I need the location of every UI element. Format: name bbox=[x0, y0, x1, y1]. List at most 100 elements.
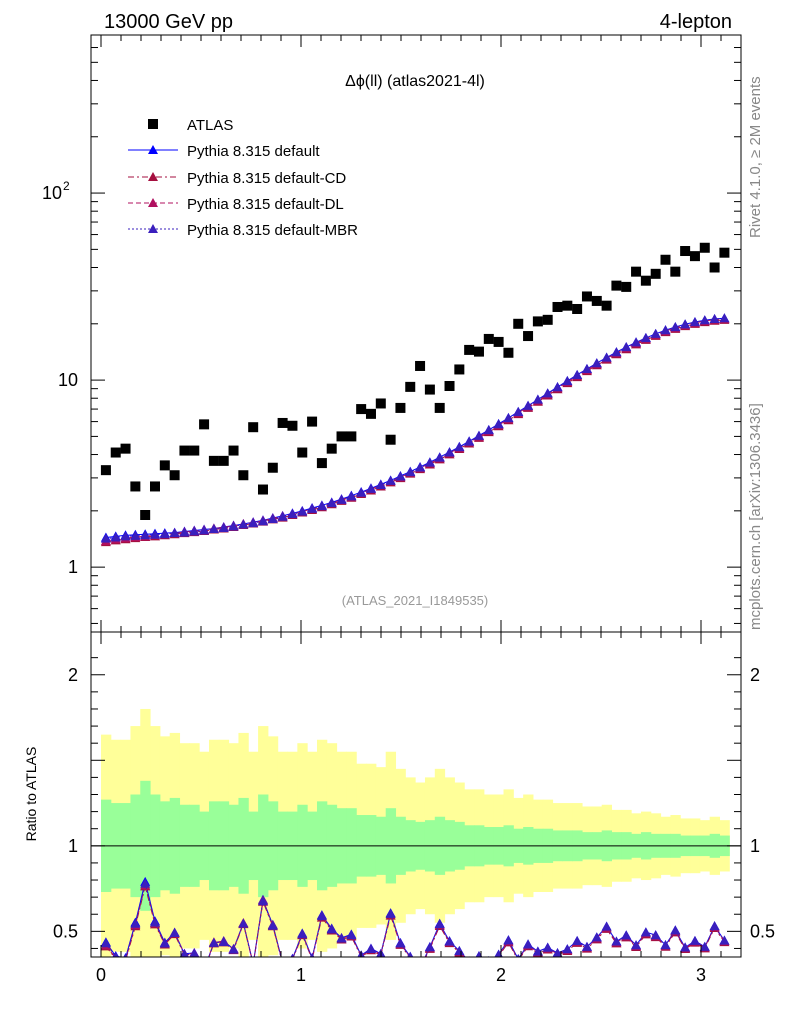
ratio-marker-0 bbox=[468, 956, 470, 957]
atlas-data-point bbox=[532, 316, 543, 327]
mc-marker-3 bbox=[375, 479, 386, 489]
ratio-marker-3 bbox=[395, 938, 406, 948]
ratio-marker-3 bbox=[488, 956, 490, 957]
ratio-marker-1 bbox=[464, 958, 474, 967]
atlas-data-point bbox=[385, 434, 396, 445]
ratio-marker-3 bbox=[159, 938, 170, 948]
atlas-data-point bbox=[179, 445, 190, 456]
atlas-data-point bbox=[719, 247, 730, 258]
ratio-marker-3 bbox=[130, 918, 141, 928]
ratio-marker-0 bbox=[248, 959, 258, 968]
ratio-marker-3 bbox=[581, 941, 592, 951]
mc-line-1 bbox=[105, 319, 725, 543]
ratio-marker-3 bbox=[189, 948, 199, 957]
ratio-marker-3 bbox=[650, 930, 661, 940]
mc-marker-3 bbox=[208, 523, 219, 533]
x-tick-label: 1 bbox=[296, 965, 306, 985]
mc-marker-3 bbox=[523, 400, 534, 410]
legend-marker-1 bbox=[148, 172, 158, 181]
mc-marker-3 bbox=[189, 526, 200, 536]
atlas-data-point bbox=[611, 280, 622, 291]
mc-marker-3 bbox=[110, 532, 121, 542]
ratio-marker-3 bbox=[228, 944, 239, 954]
mc-marker-3 bbox=[277, 511, 288, 521]
atlas-data-point bbox=[689, 251, 700, 262]
mc-marker-3 bbox=[650, 328, 661, 338]
ratio-marker-0 bbox=[278, 957, 288, 966]
atlas-data-point bbox=[670, 266, 681, 277]
analysis-id-watermark: (ATLAS_2021_I1849535) bbox=[342, 593, 488, 608]
atlas-data-point bbox=[542, 314, 553, 325]
atlas-data-point bbox=[297, 447, 308, 458]
ratio-marker-3 bbox=[248, 959, 258, 968]
ratio-marker-3 bbox=[532, 946, 543, 956]
mc-marker-3 bbox=[532, 394, 543, 404]
ratio-marker-3 bbox=[112, 951, 119, 957]
mc-marker-3 bbox=[483, 425, 494, 435]
y-tick-label-exponent: 2 bbox=[63, 179, 70, 193]
ratio-marker-3 bbox=[670, 925, 681, 935]
process-label: 4-lepton bbox=[660, 11, 732, 33]
mcplots-reference-label: mcplots.cern.ch [arXiv:1306.3436] bbox=[747, 403, 764, 630]
ratio-y-tick-label-right: 0.5 bbox=[750, 921, 775, 941]
ratio-marker-3 bbox=[385, 908, 396, 918]
ratio-marker-3 bbox=[278, 958, 288, 967]
mc-marker-3 bbox=[257, 516, 268, 526]
ratio-marker-2 bbox=[415, 963, 425, 972]
atlas-data-point bbox=[650, 268, 661, 279]
atlas-data-point bbox=[257, 484, 268, 495]
atlas-data-point bbox=[169, 470, 180, 481]
atlas-data-point bbox=[581, 291, 592, 302]
ratio-y-tick-label-right: 1 bbox=[750, 836, 760, 856]
ratio-marker-3 bbox=[611, 936, 622, 946]
ratio-marker-3 bbox=[523, 939, 534, 949]
atlas-data-point bbox=[493, 336, 504, 347]
mc-marker-3 bbox=[621, 342, 632, 352]
atlas-data-point bbox=[365, 408, 376, 419]
ratio-y-tick-label: 2 bbox=[68, 665, 78, 685]
atlas-data-point bbox=[464, 344, 475, 355]
mc-marker-3 bbox=[581, 364, 592, 374]
ratio-marker-3 bbox=[346, 930, 357, 940]
legend-atlas-label: ATLAS bbox=[187, 117, 233, 134]
mc-marker-3 bbox=[689, 317, 700, 327]
mc-marker-3 bbox=[640, 332, 651, 342]
mc-marker-3 bbox=[287, 509, 298, 519]
atlas-data-point bbox=[149, 481, 160, 492]
ratio-marker-3 bbox=[601, 921, 612, 931]
atlas-data-point bbox=[395, 402, 406, 413]
mc-marker-3 bbox=[169, 528, 180, 538]
ratio-axis-label: Ratio to ATLAS bbox=[23, 747, 39, 842]
mc-marker-3 bbox=[405, 467, 416, 477]
mc-marker-3 bbox=[709, 314, 720, 324]
ratio-marker-3 bbox=[434, 919, 445, 929]
mc-marker-3 bbox=[316, 501, 327, 511]
ratio-marker-3 bbox=[140, 878, 151, 888]
legend-marker-3 bbox=[148, 224, 158, 233]
atlas-data-point bbox=[336, 431, 347, 442]
ratio-marker-3 bbox=[199, 966, 209, 975]
atlas-data-point bbox=[591, 295, 602, 306]
ratio-marker-3 bbox=[267, 920, 278, 930]
mc-marker-3 bbox=[542, 388, 553, 398]
mc-marker-3 bbox=[179, 527, 190, 537]
ratio-marker-3 bbox=[562, 944, 573, 954]
atlas-data-point bbox=[415, 360, 426, 371]
mc-marker-3 bbox=[307, 503, 318, 513]
mc-marker-3 bbox=[267, 513, 278, 523]
mc-marker-3 bbox=[238, 519, 249, 529]
atlas-data-point bbox=[287, 420, 298, 431]
mc-marker-3 bbox=[415, 462, 426, 472]
ratio-marker-3 bbox=[424, 942, 435, 952]
ratio-marker-3 bbox=[542, 942, 553, 952]
atlas-data-point bbox=[316, 458, 327, 469]
legend-label-1: Pythia 8.315 default-CD bbox=[187, 170, 346, 187]
atlas-data-point bbox=[601, 300, 612, 311]
atlas-data-point bbox=[277, 417, 288, 428]
mc-marker-3 bbox=[699, 315, 710, 325]
atlas-data-point bbox=[552, 301, 563, 312]
ratio-marker-3 bbox=[257, 896, 268, 906]
mc-marker-3 bbox=[493, 419, 504, 429]
mc-marker-3 bbox=[100, 533, 111, 543]
